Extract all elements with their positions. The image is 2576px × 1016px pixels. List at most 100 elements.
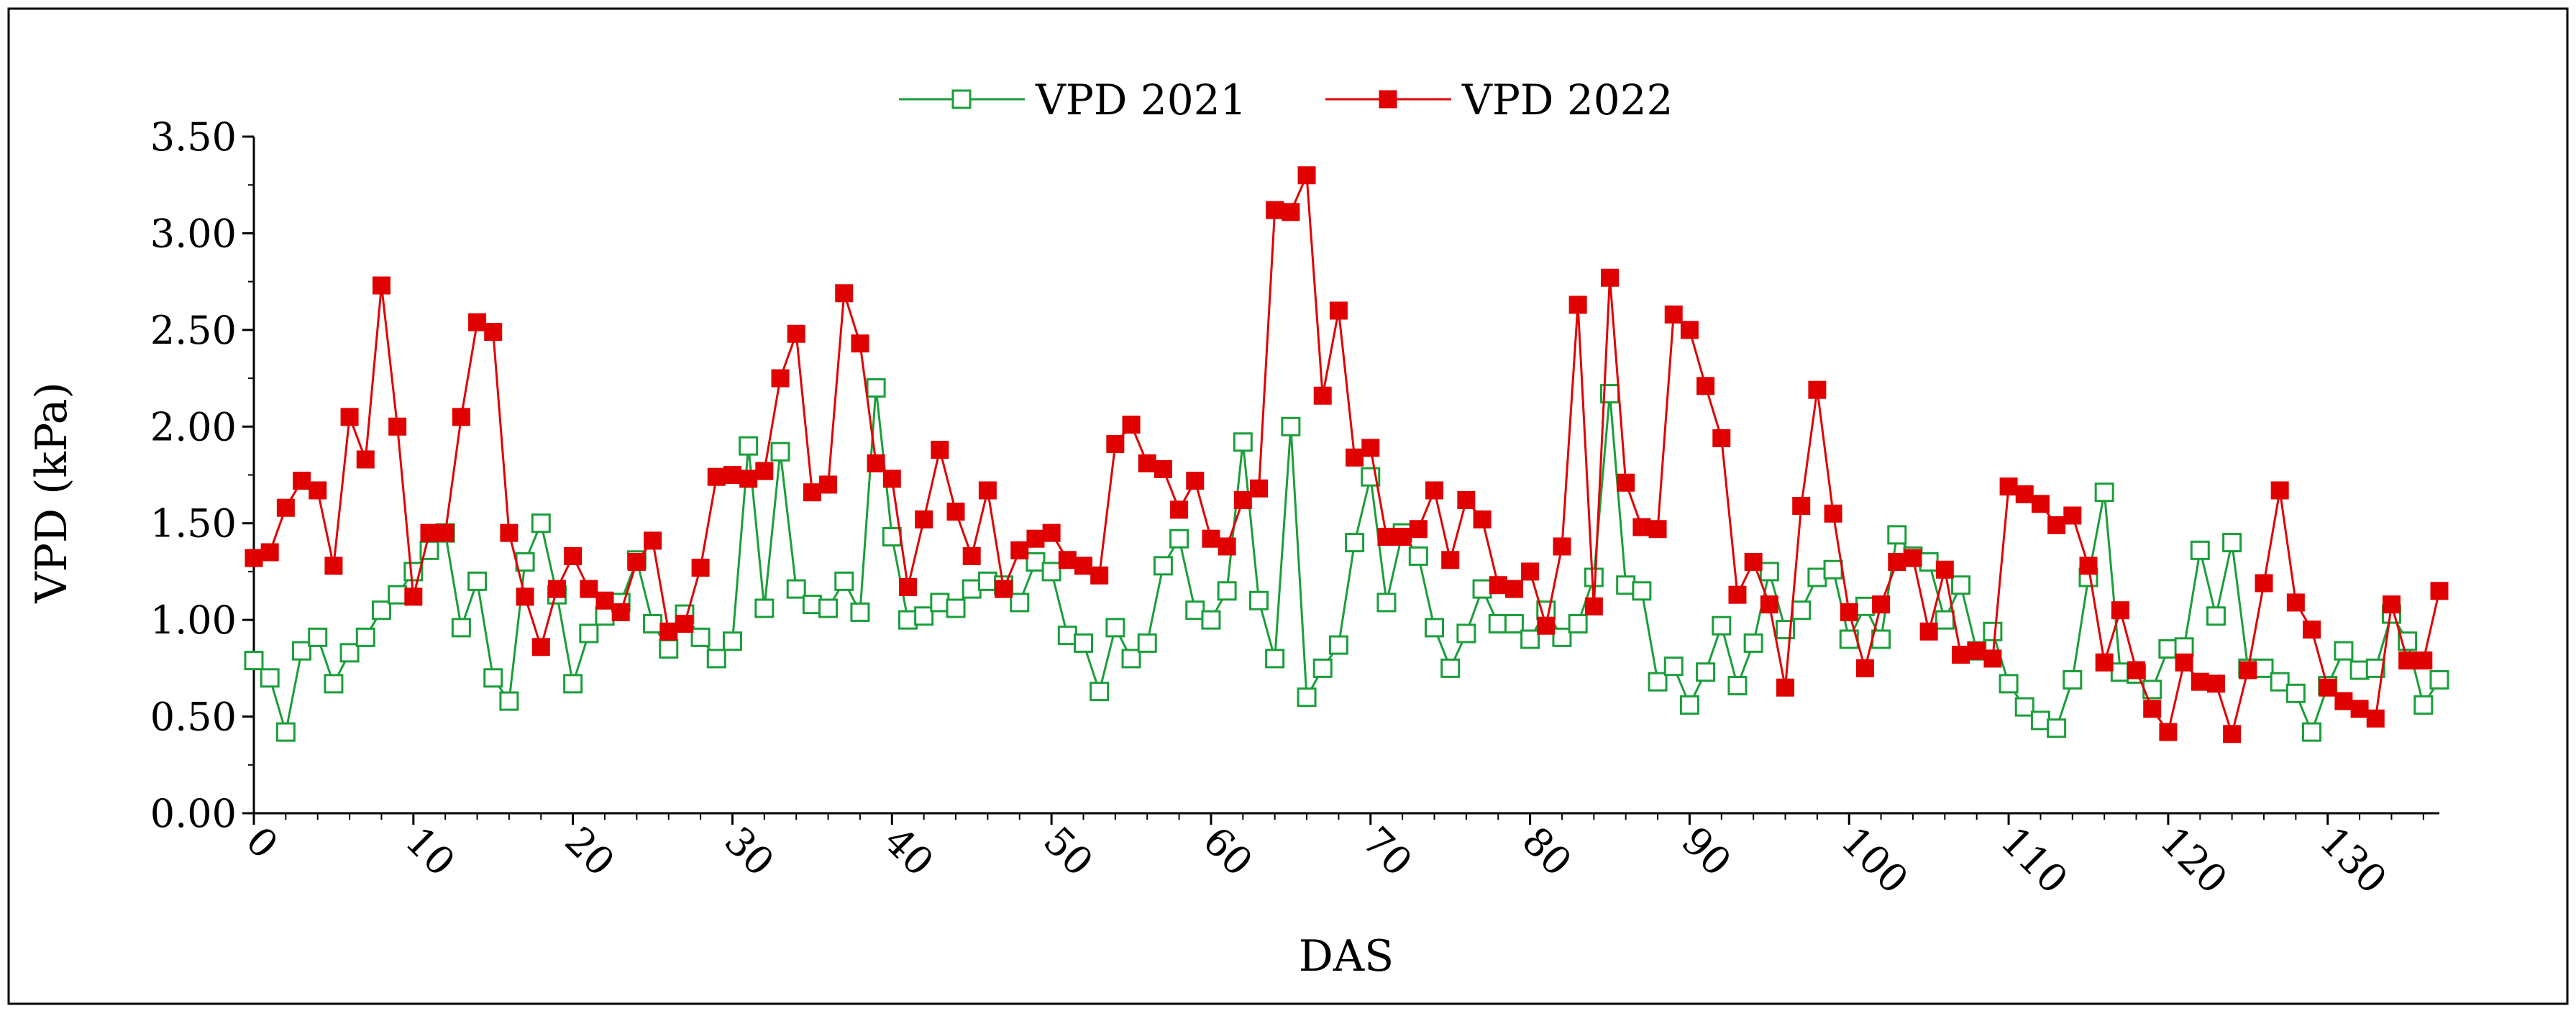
data-point bbox=[1042, 523, 1061, 542]
data-point bbox=[1425, 481, 1444, 500]
data-point bbox=[1584, 567, 1604, 587]
legend-marker bbox=[951, 89, 972, 109]
data-point bbox=[1664, 305, 1683, 324]
data-point bbox=[1376, 592, 1397, 613]
data-point bbox=[531, 638, 550, 656]
data-point bbox=[2382, 595, 2401, 614]
data-point bbox=[1248, 590, 1269, 610]
data-point bbox=[1408, 546, 1428, 566]
data-point bbox=[675, 615, 694, 633]
data-point bbox=[1297, 166, 1316, 185]
data-point bbox=[1472, 579, 1492, 599]
data-point bbox=[1026, 529, 1045, 548]
y-tick-label: 3.50 bbox=[150, 114, 237, 160]
data-point bbox=[1807, 567, 1827, 587]
data-point bbox=[2222, 533, 2242, 553]
data-point bbox=[292, 641, 312, 661]
data-point bbox=[643, 614, 663, 634]
data-point bbox=[404, 587, 423, 606]
data-point bbox=[1249, 479, 1268, 498]
data-point bbox=[483, 668, 503, 688]
data-point bbox=[914, 606, 934, 626]
data-point bbox=[2414, 651, 2433, 670]
data-point bbox=[835, 284, 854, 303]
data-point bbox=[1121, 649, 1141, 669]
data-point bbox=[500, 523, 519, 542]
data-point bbox=[851, 334, 869, 353]
data-point bbox=[388, 417, 407, 436]
data-point bbox=[244, 651, 264, 671]
data-point bbox=[2047, 516, 2066, 534]
data-point bbox=[1568, 614, 1588, 634]
data-point bbox=[1663, 656, 1684, 677]
y-tick-label: 0.50 bbox=[150, 695, 237, 740]
data-point bbox=[1744, 552, 1763, 571]
data-point bbox=[1568, 296, 1587, 314]
data-point bbox=[707, 467, 726, 486]
data-point bbox=[1312, 658, 1333, 678]
data-point bbox=[787, 324, 805, 343]
data-point bbox=[467, 571, 488, 591]
data-point bbox=[931, 441, 949, 459]
data-point bbox=[1217, 581, 1237, 601]
data-point bbox=[468, 313, 487, 331]
legend-label: VPD 2021 bbox=[1035, 75, 1246, 124]
data-point bbox=[2285, 683, 2306, 703]
data-point bbox=[1776, 678, 1795, 697]
data-point bbox=[436, 523, 455, 542]
data-point bbox=[1760, 595, 1778, 614]
data-point bbox=[739, 436, 759, 456]
data-point bbox=[1154, 459, 1172, 478]
data-point bbox=[691, 559, 710, 577]
data-point bbox=[1712, 615, 1732, 636]
data-point bbox=[324, 674, 344, 694]
data-point bbox=[1696, 662, 1716, 682]
data-point bbox=[1010, 541, 1029, 559]
y-tick-label: 2.50 bbox=[150, 308, 237, 353]
data-point bbox=[260, 668, 280, 688]
data-point bbox=[1791, 600, 1812, 621]
data-point bbox=[2429, 669, 2449, 690]
data-point bbox=[1473, 510, 1492, 528]
data-point bbox=[1504, 614, 1524, 634]
data-point bbox=[579, 623, 599, 644]
data-point bbox=[2334, 692, 2353, 710]
data-point bbox=[452, 408, 470, 426]
data-point bbox=[2223, 725, 2242, 743]
data-point bbox=[1871, 629, 1891, 649]
data-point bbox=[770, 441, 790, 462]
series-2 bbox=[245, 166, 2449, 743]
data-point bbox=[1712, 429, 1731, 447]
data-point bbox=[355, 627, 375, 647]
data-point bbox=[1601, 268, 1620, 287]
x-axis-label: DAS bbox=[1299, 931, 1394, 981]
data-point bbox=[659, 639, 679, 659]
data-point bbox=[1999, 477, 2018, 496]
data-point bbox=[451, 618, 471, 638]
data-point bbox=[644, 531, 662, 550]
data-point bbox=[1026, 552, 1046, 572]
data-point bbox=[1935, 610, 1955, 630]
data-point bbox=[1840, 603, 1858, 621]
data-point bbox=[1281, 416, 1301, 436]
data-point bbox=[2047, 718, 2067, 738]
data-point bbox=[690, 627, 711, 647]
data-point bbox=[1265, 649, 1285, 669]
data-point bbox=[1106, 434, 1125, 453]
data-point bbox=[1648, 672, 1668, 692]
data-point bbox=[2127, 661, 2146, 679]
data-point bbox=[1743, 633, 1763, 653]
data-point bbox=[1872, 595, 1891, 614]
data-point bbox=[1983, 621, 2003, 641]
data-point bbox=[802, 595, 822, 615]
data-point bbox=[1727, 676, 1748, 696]
data-point bbox=[340, 408, 359, 426]
data-point bbox=[1266, 201, 1284, 219]
data-point bbox=[786, 579, 806, 599]
data-point bbox=[995, 580, 1013, 598]
data-point bbox=[611, 603, 630, 621]
data-point bbox=[1297, 687, 1317, 708]
data-point bbox=[1090, 682, 1110, 702]
data-point bbox=[1058, 551, 1077, 569]
data-point bbox=[1201, 610, 1221, 630]
